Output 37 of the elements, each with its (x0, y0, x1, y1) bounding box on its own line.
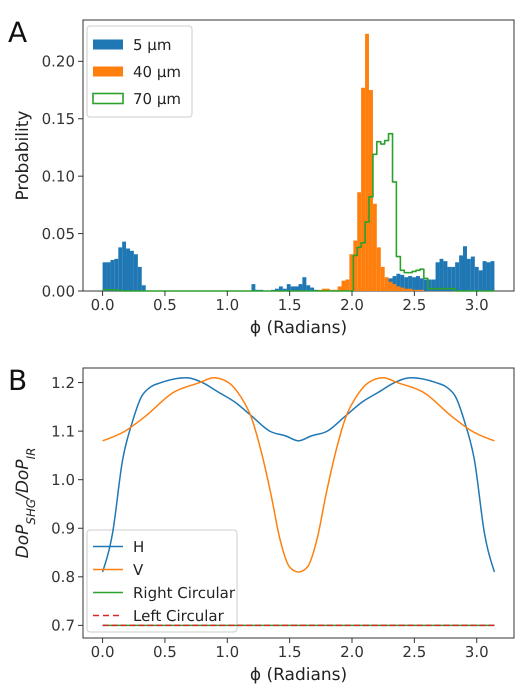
x-tick-label: 3.0 (464, 296, 489, 314)
x-tick-label: 1.0 (215, 296, 240, 314)
x-tick-label: 2.5 (402, 643, 426, 661)
y-tick-label: 0.10 (42, 167, 75, 186)
y-tick-label: 0.8 (51, 568, 75, 586)
y-tick-label: 0.7 (51, 616, 75, 635)
x-tick-label: 2.5 (402, 296, 426, 314)
x-tick-label: 0.5 (153, 296, 177, 314)
x-tick-label: 1.0 (215, 643, 240, 661)
x-tick-label: 3.0 (464, 643, 489, 661)
x-tick-label: 0.0 (90, 296, 115, 314)
legend-label: Left Circular (133, 606, 225, 625)
x-tick-label: 0.5 (153, 643, 177, 661)
legend-label: V (133, 560, 144, 579)
legend-label: 40 μm (133, 62, 182, 81)
x-tick-label: 2.0 (340, 643, 364, 661)
y-tick-label: 1.0 (51, 470, 75, 489)
y-tick-label: 0.00 (42, 282, 75, 300)
legend-label: 5 μm (133, 36, 172, 54)
legend-label: H (133, 538, 144, 556)
y-tick-label: 0.15 (42, 110, 75, 128)
y-tick-label: 1.1 (51, 422, 75, 440)
y-tick-label: 0.9 (51, 520, 75, 538)
chart-title: A (8, 16, 28, 49)
legend-label: Right Circular (133, 584, 236, 602)
x-tick-label: 2.0 (340, 296, 364, 314)
y-axis-title: Probability (13, 110, 33, 200)
x-tick-label: 1.5 (278, 296, 302, 314)
x-tick-label: 0.0 (90, 643, 115, 661)
x-axis-title: ϕ (Radians) (250, 665, 348, 685)
y-tick-label: 0.20 (42, 52, 75, 71)
x-tick-label: 1.5 (278, 643, 302, 661)
chart-title: B (8, 364, 28, 397)
legend-label: 70 μm (133, 90, 182, 108)
x-axis-title: ϕ (Radians) (250, 318, 348, 338)
y-tick-label: 1.2 (51, 374, 75, 392)
y-tick-label: 0.05 (42, 224, 75, 243)
